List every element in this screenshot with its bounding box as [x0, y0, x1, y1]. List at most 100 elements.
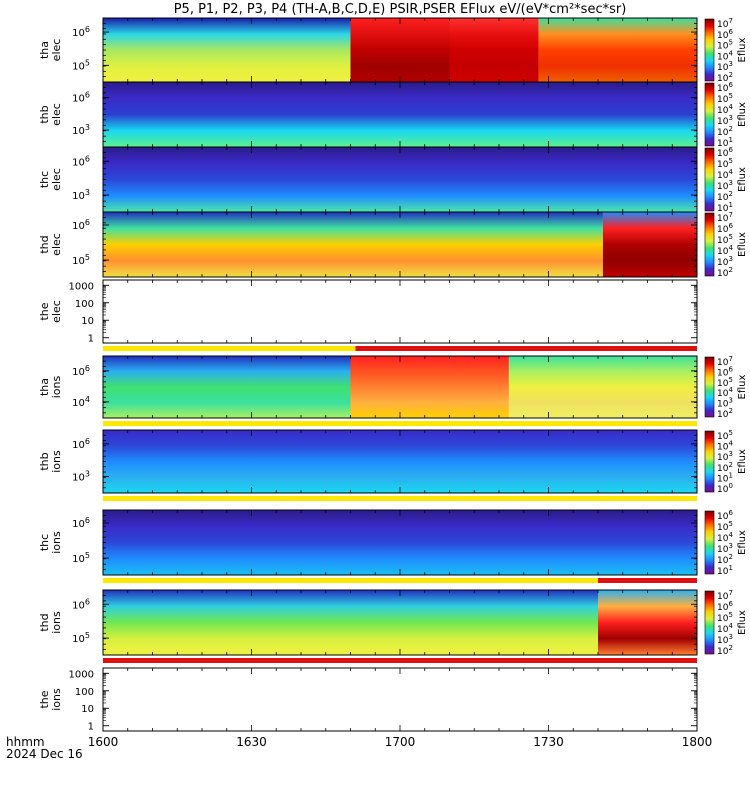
- mode-strip-segment: [103, 658, 697, 663]
- colorbar-tick-exponent: 2: [728, 461, 732, 469]
- spectrogram-region: [538, 18, 697, 82]
- panel-label-species: elec: [50, 168, 63, 191]
- colorbar-tick-exponent: 6: [728, 146, 733, 154]
- spectrogram-region: [103, 590, 598, 655]
- colorbar-tick-exponent: 1: [728, 471, 732, 479]
- y-tick-label: 1000: [69, 281, 94, 292]
- colorbar-title: Eflux: [737, 37, 748, 62]
- panel-label-probe: the: [38, 302, 51, 320]
- colorbar-tick-exponent: 3: [728, 542, 732, 550]
- colorbar-tick-exponent: 4: [728, 168, 733, 176]
- colorbar-tick-exponent: 3: [728, 179, 732, 187]
- y-tick-exponent: 3: [85, 188, 90, 197]
- colorbar-tick-exponent: 4: [728, 531, 733, 539]
- panel-label-species: elec: [50, 300, 63, 323]
- y-tick-label: 100: [75, 687, 94, 698]
- colorbar-tick-exponent: 3: [728, 633, 732, 641]
- colorbar-tick-exponent: 0: [728, 482, 732, 490]
- colorbar-tick-exponent: 1: [728, 136, 732, 144]
- y-tick-label: 106: [72, 154, 90, 168]
- colorbar-tick-exponent: 7: [728, 355, 732, 363]
- colorbar-tick-exponent: 3: [728, 60, 732, 68]
- y-tick-exponent: 3: [85, 470, 90, 479]
- panel-label-species: ions: [50, 450, 63, 473]
- panel-label-probe: thc: [38, 171, 51, 188]
- mode-strip-segment: [103, 578, 598, 583]
- colorbar-tick-exponent: 7: [728, 211, 732, 219]
- y-tick-label: 105: [72, 631, 90, 645]
- colorbar: [704, 590, 715, 655]
- colorbar-title: Eflux: [737, 167, 748, 192]
- x-tick-label: 1630: [236, 735, 267, 749]
- panel-label-species: ions: [50, 531, 63, 554]
- y-tick-exponent: 6: [85, 597, 90, 606]
- panel-the-elec: 1000 100 10 1 the elec: [38, 279, 698, 351]
- y-tick-exponent: 6: [85, 364, 90, 373]
- colorbar-tick-exponent: 4: [728, 440, 733, 448]
- colorbar-tick-exponent: 5: [728, 233, 732, 241]
- spectrogram-region: [103, 82, 697, 147]
- panel-label-species: elec: [50, 39, 63, 62]
- colorbar-tick-exponent: 2: [728, 553, 732, 561]
- y-tick-label: 106: [72, 91, 90, 105]
- y-tick-exponent: 5: [85, 631, 90, 640]
- y-tick-label: 106: [72, 25, 90, 39]
- panel-label-species: elec: [50, 103, 63, 126]
- colorbar-tick-exponent: 5: [728, 429, 732, 437]
- x-tick-label: 1730: [533, 735, 564, 749]
- y-tick-exponent: 6: [85, 437, 90, 446]
- panel-label-probe: thd: [38, 613, 51, 631]
- colorbar-title: Eflux: [737, 102, 748, 127]
- x-tick-label: 1800: [682, 735, 713, 749]
- colorbar: [704, 430, 715, 493]
- panel-the-ions: 1000 100 10 1 the ions: [38, 667, 698, 733]
- colorbar-tick-exponent: 3: [728, 255, 732, 263]
- colorbar-tick-exponent: 3: [728, 397, 732, 405]
- panel-label-species: elec: [50, 233, 63, 256]
- y-tick-exponent: 3: [85, 123, 90, 132]
- colorbar-tick-exponent: 2: [728, 190, 732, 198]
- colorbar-tick-exponent: 4: [728, 622, 733, 630]
- y-tick-label: 104: [72, 395, 90, 409]
- panel-label-probe: the: [38, 690, 51, 708]
- panel-label-probe: thd: [38, 235, 51, 253]
- mode-strip-segment: [598, 578, 697, 583]
- colorbar-tick-exponent: 6: [728, 365, 733, 373]
- spectrogram-region: [103, 356, 351, 418]
- time-axis-label: hhmm: [6, 735, 45, 749]
- colorbar-tick-exponent: 6: [728, 600, 733, 608]
- spectrogram-region: [598, 590, 697, 655]
- y-tick-label: 106: [72, 597, 90, 611]
- panel-label-probe: thb: [38, 452, 51, 470]
- panel-frame: [102, 667, 698, 732]
- y-tick-label: 106: [72, 364, 90, 378]
- panel-label-species: ions: [50, 611, 63, 634]
- y-tick-exponent: 5: [85, 253, 90, 262]
- y-tick-label: 106: [72, 218, 90, 232]
- y-tick-label: 10: [81, 704, 94, 715]
- colorbar: [704, 18, 715, 82]
- x-tick-label: 1600: [88, 735, 119, 749]
- y-tick-label: 1: [88, 722, 94, 733]
- panel-label-probe: tha: [38, 378, 51, 396]
- colorbar-title: Eflux: [737, 530, 748, 555]
- colorbar-tick-exponent: 6: [728, 28, 733, 36]
- panel-frame: [102, 279, 698, 344]
- colorbar: [704, 510, 715, 575]
- y-tick-label: 10: [81, 316, 94, 327]
- spectrogram-region: [602, 212, 697, 277]
- colorbar-tick-exponent: 1: [728, 201, 732, 209]
- panel-label-probe: tha: [38, 41, 51, 59]
- colorbar-tick-exponent: 5: [728, 611, 732, 619]
- spectrogram-region: [103, 18, 351, 82]
- y-tick-exponent: 5: [85, 551, 90, 560]
- spectrogram-region: [103, 212, 603, 277]
- mode-strip-segment: [103, 421, 697, 426]
